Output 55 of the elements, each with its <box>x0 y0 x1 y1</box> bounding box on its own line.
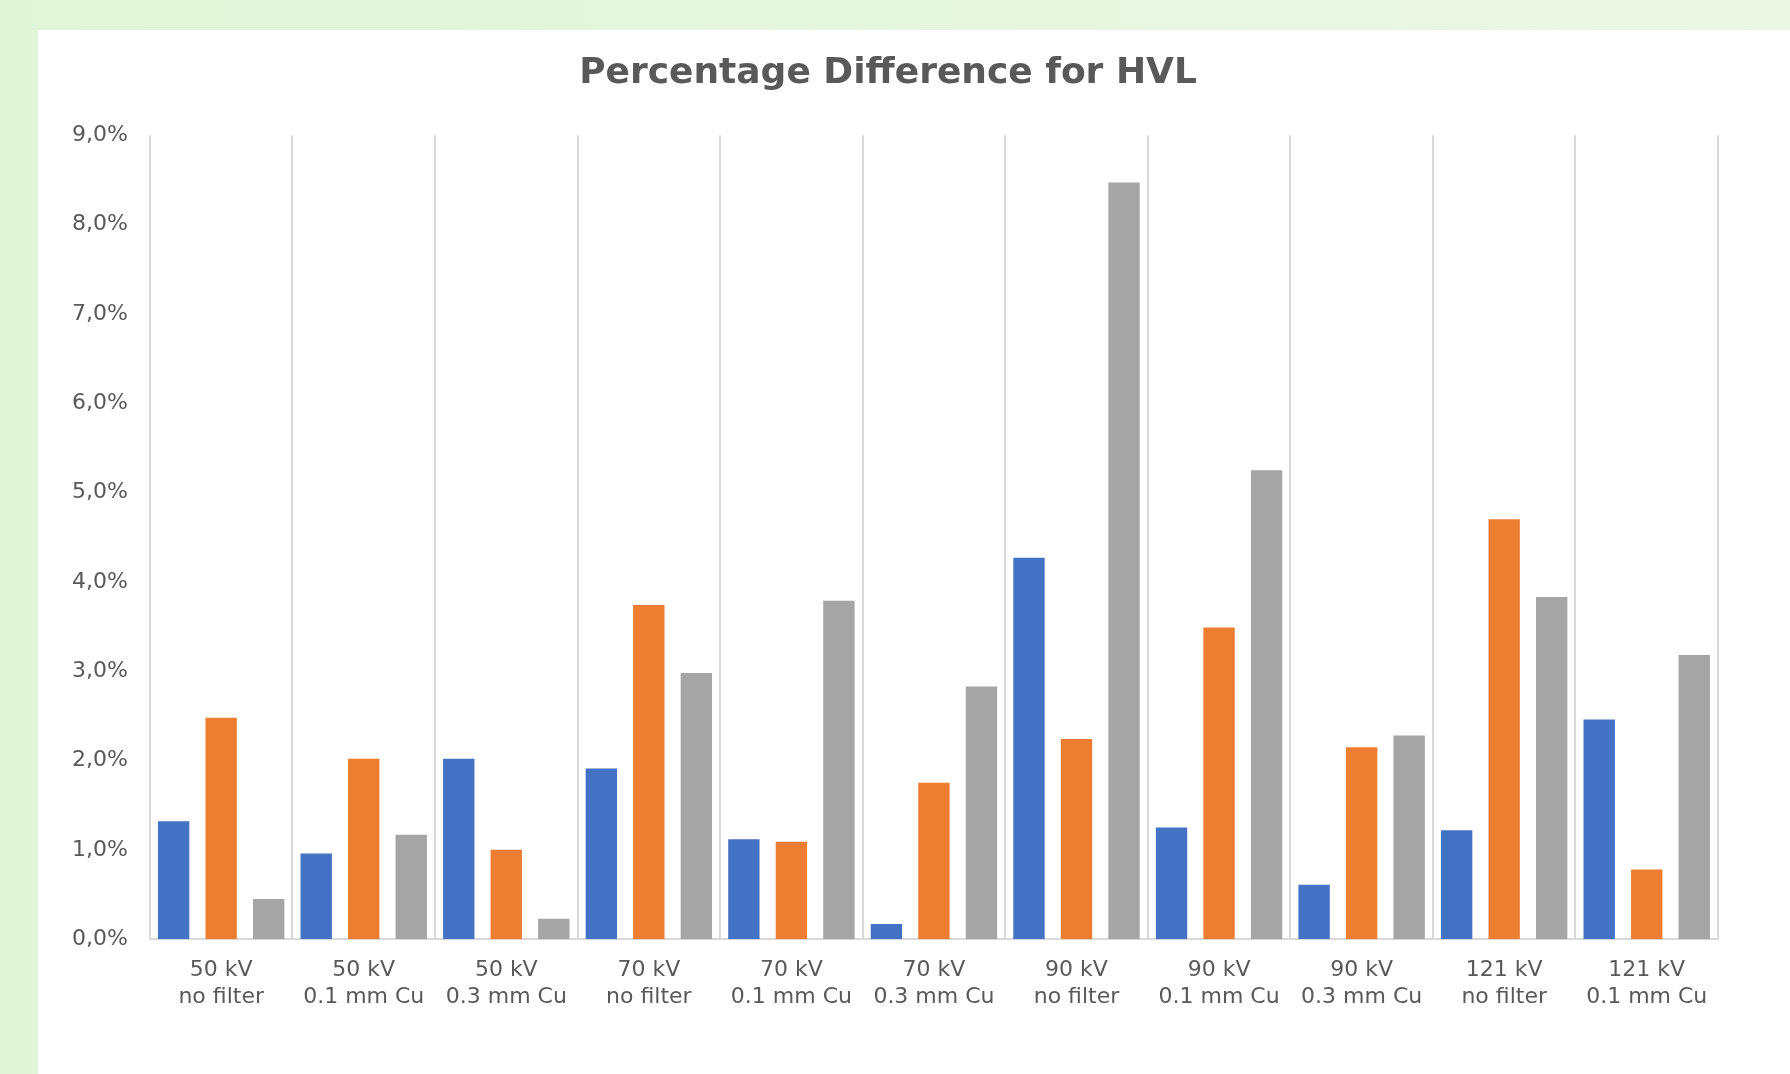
bar <box>395 834 427 940</box>
x-tick-label: 50 kV 0.3 mm Cu <box>445 956 567 1008</box>
x-tick-label: 121 kV no filter <box>1461 956 1548 1008</box>
bar <box>1440 830 1473 940</box>
bar <box>205 717 237 940</box>
x-tick-label: 70 kV no filter <box>606 956 693 1008</box>
bar <box>443 758 475 940</box>
bar <box>1155 827 1188 940</box>
bar <box>1345 747 1378 940</box>
x-tick-label: 90 kV no filter <box>1033 956 1121 1008</box>
x-tick-label: 121 kV 0.1 mm Cu <box>1586 956 1708 1008</box>
bar <box>585 768 617 940</box>
bar <box>728 839 760 940</box>
y-tick-label: 3,0% <box>71 656 128 682</box>
bar <box>1108 182 1140 940</box>
bar <box>1013 557 1045 940</box>
chart-title: Percentage Difference for HVL <box>579 49 1197 91</box>
bar <box>965 686 998 940</box>
bar <box>680 672 713 940</box>
bar <box>1203 627 1235 940</box>
x-tick-label: 50 kV no filter <box>178 956 265 1008</box>
x-tick-label: 90 kV 0.1 mm Cu <box>1158 956 1280 1008</box>
y-tick-label: 8,0% <box>71 210 128 236</box>
bar <box>538 918 570 940</box>
x-tick-label: 70 kV 0.1 mm Cu <box>730 956 852 1008</box>
bar <box>300 853 332 940</box>
bar <box>775 841 808 940</box>
bar <box>1060 739 1093 940</box>
x-tick-label: 90 kV 0.3 mm Cu <box>1301 956 1423 1008</box>
y-tick-label: 7,0% <box>71 299 128 325</box>
bar <box>490 849 522 940</box>
bar <box>918 782 950 940</box>
bar <box>823 600 855 940</box>
bar <box>348 758 380 940</box>
y-tick-label: 2,0% <box>71 746 128 772</box>
y-tick-label: 0,0% <box>71 924 128 950</box>
bar <box>1298 884 1330 940</box>
y-tick-label: 1,0% <box>71 835 128 861</box>
bar <box>1536 597 1568 940</box>
x-tick-label: 70 kV 0.3 mm Cu <box>873 956 995 1008</box>
bar <box>633 605 665 940</box>
bar <box>1678 655 1710 940</box>
y-tick-label: 9,0% <box>71 120 128 146</box>
y-tick-label: 4,0% <box>71 567 128 593</box>
bar <box>1583 719 1615 940</box>
x-tick-label: 50 kV 0.1 mm Cu <box>303 956 425 1008</box>
bar <box>157 821 190 940</box>
bar <box>870 924 903 940</box>
bar <box>1488 519 1520 940</box>
y-tick-label: 5,0% <box>71 478 128 504</box>
bar <box>1393 735 1425 940</box>
bar <box>253 899 285 940</box>
y-tick-label: 6,0% <box>71 388 128 414</box>
bar <box>1631 869 1663 940</box>
bar <box>1250 470 1283 940</box>
